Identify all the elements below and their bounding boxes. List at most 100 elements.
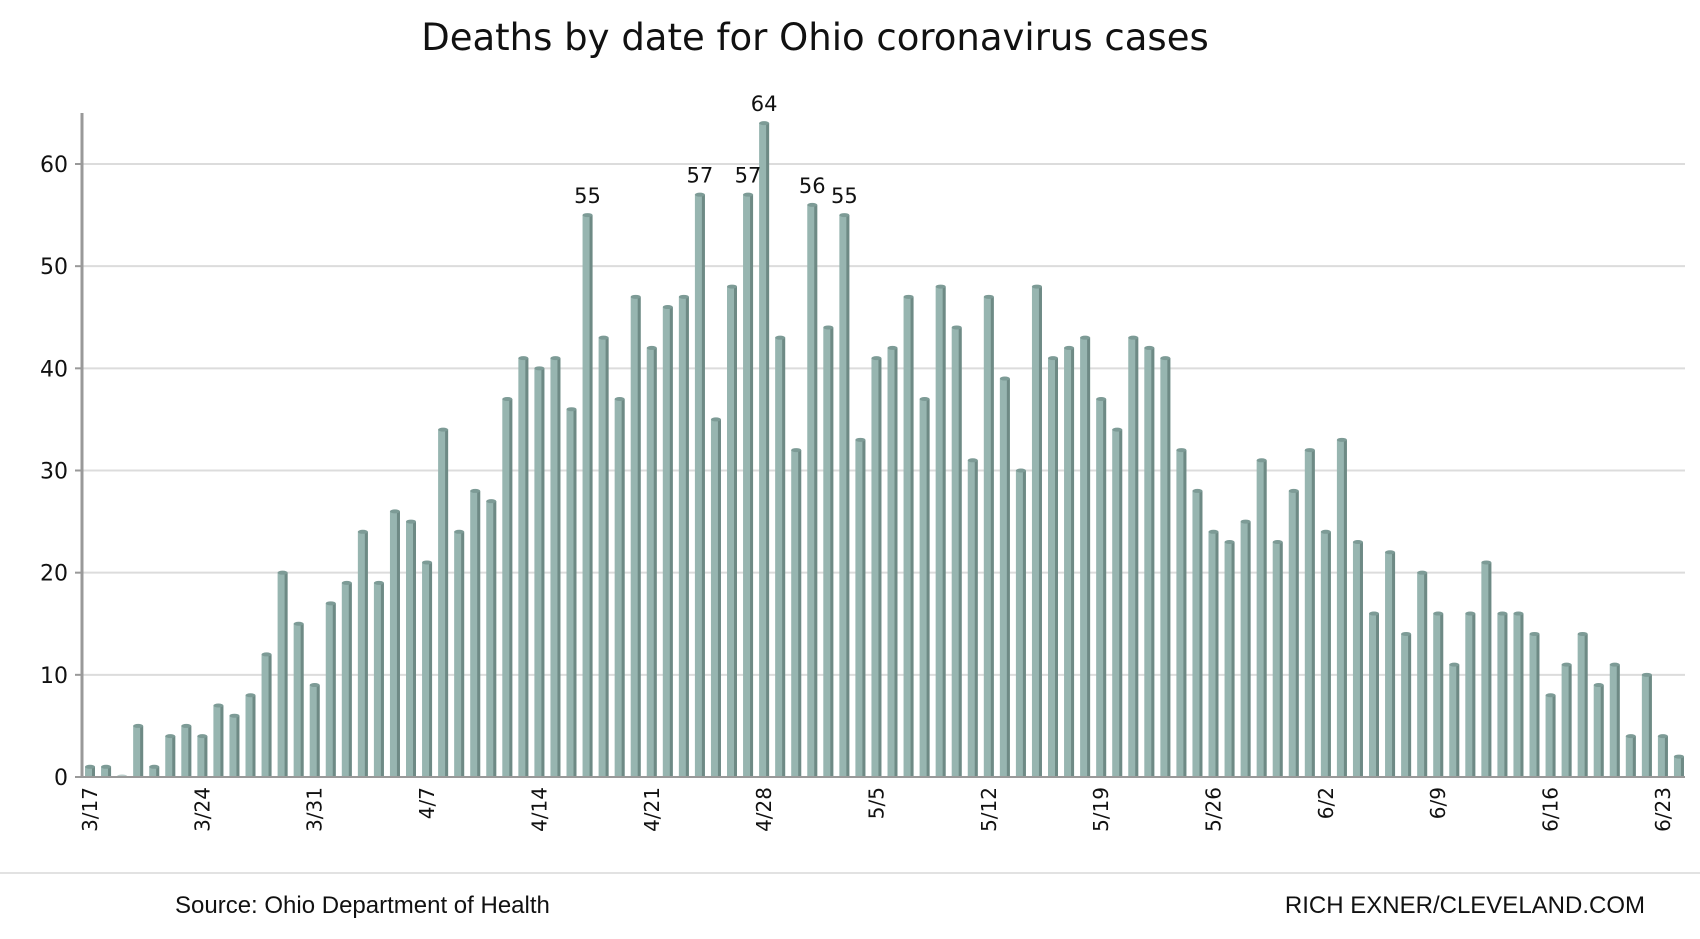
- bar-shade: [1648, 674, 1652, 777]
- bar-cap: [887, 345, 898, 350]
- bar: [213, 703, 224, 777]
- bar-shade: [1183, 450, 1187, 777]
- bar: [823, 325, 834, 777]
- bar-body: [1657, 736, 1668, 777]
- bar-cap: [1256, 458, 1267, 463]
- bar-body: [887, 347, 898, 777]
- x-tick-label: 4/28: [752, 787, 776, 832]
- bar-cap: [1192, 488, 1203, 493]
- bar-shade: [156, 766, 160, 777]
- bar-body: [775, 337, 786, 777]
- bar-body: [630, 296, 641, 777]
- bar-shade: [364, 531, 368, 777]
- bar-cap: [710, 417, 721, 422]
- bar-shade: [1151, 347, 1155, 777]
- bar: [261, 652, 272, 777]
- bar-cap: [1144, 345, 1155, 350]
- bar: [1031, 284, 1042, 777]
- bar-body: [1352, 542, 1363, 777]
- bar-shade: [477, 490, 481, 777]
- data-label: 64: [751, 92, 778, 116]
- bar-cap: [357, 529, 368, 534]
- bar-body: [1096, 398, 1107, 777]
- bar-cap: [727, 284, 737, 289]
- bar-cap: [1417, 570, 1428, 575]
- bar-body: [101, 766, 112, 777]
- bar: [598, 335, 609, 777]
- bar: [1433, 611, 1444, 777]
- y-tick-label: 10: [40, 664, 68, 689]
- bar-cap: [999, 376, 1010, 381]
- bar-cap: [133, 723, 144, 728]
- bar-body: [919, 398, 930, 777]
- bar-cap: [85, 764, 95, 769]
- bar-cap: [566, 407, 577, 412]
- bar-cap: [406, 519, 416, 524]
- bar: [1352, 540, 1363, 777]
- bar-shade: [1247, 521, 1251, 777]
- bar-body: [710, 419, 721, 777]
- bar-cap: [1401, 631, 1412, 636]
- bar-body: [1561, 664, 1572, 777]
- bar-cap: [470, 488, 481, 493]
- data-label: 55: [574, 184, 601, 208]
- bar-cap: [1112, 427, 1123, 432]
- bar: [1015, 468, 1026, 777]
- bar-shade: [1006, 378, 1010, 777]
- bar-body: [149, 766, 160, 777]
- bar-cap: [1561, 662, 1572, 667]
- bar: [229, 713, 240, 777]
- bar-body: [454, 531, 465, 777]
- bar-shade: [1472, 613, 1476, 777]
- bar-shade: [413, 521, 416, 777]
- bar-cap: [983, 294, 994, 299]
- bar-body: [1609, 664, 1620, 777]
- bar-cap: [1288, 488, 1299, 493]
- bar-cap: [1015, 468, 1026, 473]
- bar-body: [1240, 521, 1251, 777]
- bar-shade: [204, 736, 208, 777]
- bar-body: [1497, 613, 1508, 777]
- data-label: 56: [799, 174, 826, 198]
- bar-shade: [1071, 347, 1075, 777]
- bar-shade: [236, 715, 240, 777]
- y-axis: 0 10 20 30 40 50 60: [40, 113, 84, 791]
- bar-cap: [614, 396, 625, 401]
- bar-shade: [990, 296, 994, 777]
- bar-shade: [910, 296, 914, 777]
- bar-shade: [429, 562, 433, 777]
- bar-body: [406, 521, 416, 777]
- bar-body: [1577, 633, 1588, 777]
- bar: [919, 396, 930, 777]
- bar-shade: [1343, 439, 1347, 777]
- bar-body: [389, 511, 400, 777]
- bar: [1112, 427, 1123, 777]
- bar: [1048, 356, 1058, 777]
- bar-body: [357, 531, 368, 777]
- bar: [470, 488, 481, 777]
- bar-shade: [396, 511, 400, 777]
- bar: [197, 734, 208, 777]
- bar: [1465, 611, 1476, 777]
- bar-shade: [300, 623, 304, 777]
- bar-cap: [438, 427, 449, 432]
- bar-body: [694, 194, 705, 777]
- bar-shade: [1263, 460, 1267, 777]
- bar-body: [582, 215, 593, 778]
- bar: [1064, 345, 1075, 777]
- bar-body: [1031, 286, 1042, 777]
- bar-body: [1208, 531, 1219, 777]
- bar-cap: [1304, 448, 1315, 453]
- bar: [1657, 734, 1668, 777]
- bar-body: [422, 562, 433, 777]
- bar-cap: [1673, 754, 1684, 759]
- bar: [1593, 683, 1604, 777]
- bar-cap: [1465, 611, 1476, 616]
- bar: [1160, 356, 1171, 777]
- bar-shade: [188, 725, 192, 777]
- bar: [518, 356, 529, 777]
- bar-cap: [293, 621, 304, 626]
- bar-shade: [1295, 490, 1299, 777]
- bar-body: [839, 215, 850, 778]
